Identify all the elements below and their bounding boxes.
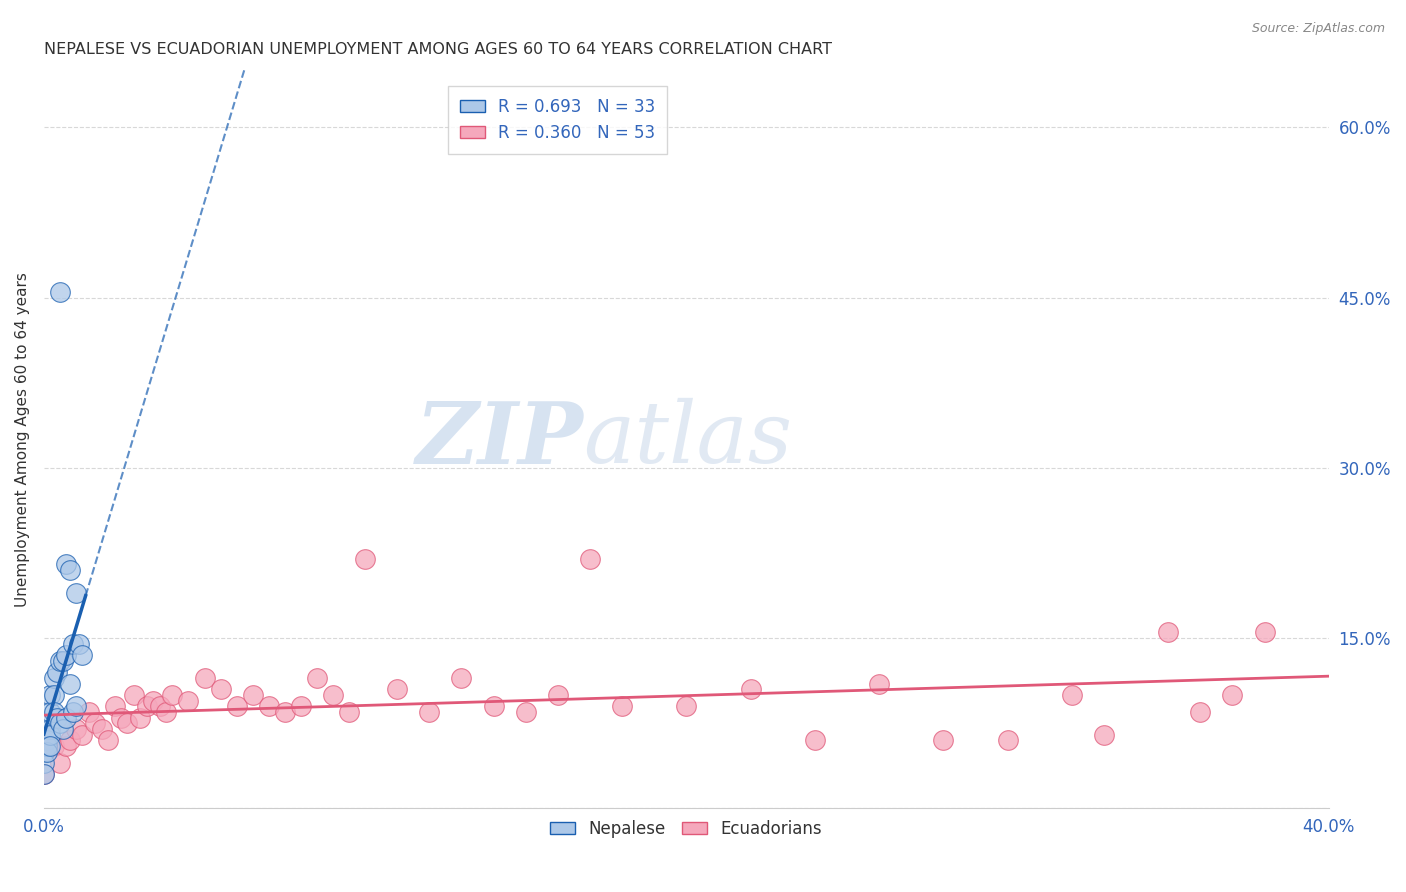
Point: [65, 585, 87, 599]
Point: [77, 705, 100, 719]
Point: [740, 682, 762, 697]
Point: [55, 739, 77, 753]
Point: [39, 728, 62, 742]
Point: [32, 767, 55, 781]
Point: [55, 558, 77, 572]
Point: [84, 716, 107, 731]
Point: [225, 699, 247, 714]
Point: [122, 688, 145, 702]
Y-axis label: Unemployment Among Ages 60 to 64 years: Unemployment Among Ages 60 to 64 years: [15, 272, 30, 607]
Point: [117, 716, 139, 731]
Point: [32, 745, 55, 759]
Text: ZIP: ZIP: [416, 398, 583, 481]
Point: [515, 705, 537, 719]
Point: [37, 733, 59, 747]
Point: [290, 699, 312, 714]
Point: [45, 710, 67, 724]
Point: [257, 699, 280, 714]
Point: [39, 722, 62, 736]
Point: [42, 705, 65, 719]
Point: [39, 705, 62, 719]
Point: [193, 671, 215, 685]
Point: [45, 665, 67, 680]
Point: [49, 654, 72, 668]
Point: [72, 648, 94, 662]
Point: [32, 756, 55, 770]
Point: [675, 699, 697, 714]
Point: [49, 716, 72, 731]
Point: [177, 693, 200, 707]
Text: atlas: atlas: [583, 398, 793, 481]
Point: [162, 688, 184, 702]
Point: [65, 699, 87, 714]
Point: [67, 637, 90, 651]
Point: [58, 733, 80, 747]
Point: [337, 705, 360, 719]
Point: [32, 767, 55, 781]
Point: [135, 699, 157, 714]
Point: [103, 699, 125, 714]
Point: [148, 699, 170, 714]
Point: [65, 722, 87, 736]
Point: [142, 693, 165, 707]
Point: [418, 705, 440, 719]
Point: [322, 688, 344, 702]
Point: [39, 688, 62, 702]
Point: [37, 739, 59, 753]
Point: [72, 728, 94, 742]
Point: [39, 739, 62, 753]
Point: [354, 551, 377, 566]
Point: [58, 563, 80, 577]
Point: [52, 654, 75, 668]
Point: [804, 733, 827, 747]
Point: [1253, 625, 1275, 640]
Point: [58, 676, 80, 690]
Point: [450, 671, 472, 685]
Point: [1189, 705, 1212, 719]
Point: [62, 637, 84, 651]
Point: [37, 745, 59, 759]
Point: [1222, 688, 1244, 702]
Point: [55, 710, 77, 724]
Point: [110, 710, 132, 724]
Point: [242, 688, 264, 702]
Point: [1092, 728, 1115, 742]
Point: [610, 699, 633, 714]
Point: [97, 733, 120, 747]
Point: [482, 699, 505, 714]
Point: [55, 648, 77, 662]
Point: [90, 722, 112, 736]
Point: [932, 733, 955, 747]
Point: [547, 688, 569, 702]
Point: [1060, 688, 1083, 702]
Point: [155, 705, 177, 719]
Point: [868, 676, 890, 690]
Text: Source: ZipAtlas.com: Source: ZipAtlas.com: [1251, 22, 1385, 36]
Point: [49, 756, 72, 770]
Point: [62, 705, 84, 719]
Legend: Nepalese, Ecuadorians: Nepalese, Ecuadorians: [544, 813, 830, 845]
Point: [997, 733, 1019, 747]
Point: [305, 671, 328, 685]
Point: [52, 722, 75, 736]
Point: [1157, 625, 1180, 640]
Point: [579, 551, 602, 566]
Point: [129, 710, 152, 724]
Point: [274, 705, 297, 719]
Point: [42, 739, 65, 753]
Point: [387, 682, 409, 697]
Point: [37, 728, 59, 742]
Point: [42, 671, 65, 685]
Point: [49, 285, 72, 299]
Point: [42, 688, 65, 702]
Point: [209, 682, 232, 697]
Text: NEPALESE VS ECUADORIAN UNEMPLOYMENT AMONG AGES 60 TO 64 YEARS CORRELATION CHART: NEPALESE VS ECUADORIAN UNEMPLOYMENT AMON…: [44, 42, 832, 57]
